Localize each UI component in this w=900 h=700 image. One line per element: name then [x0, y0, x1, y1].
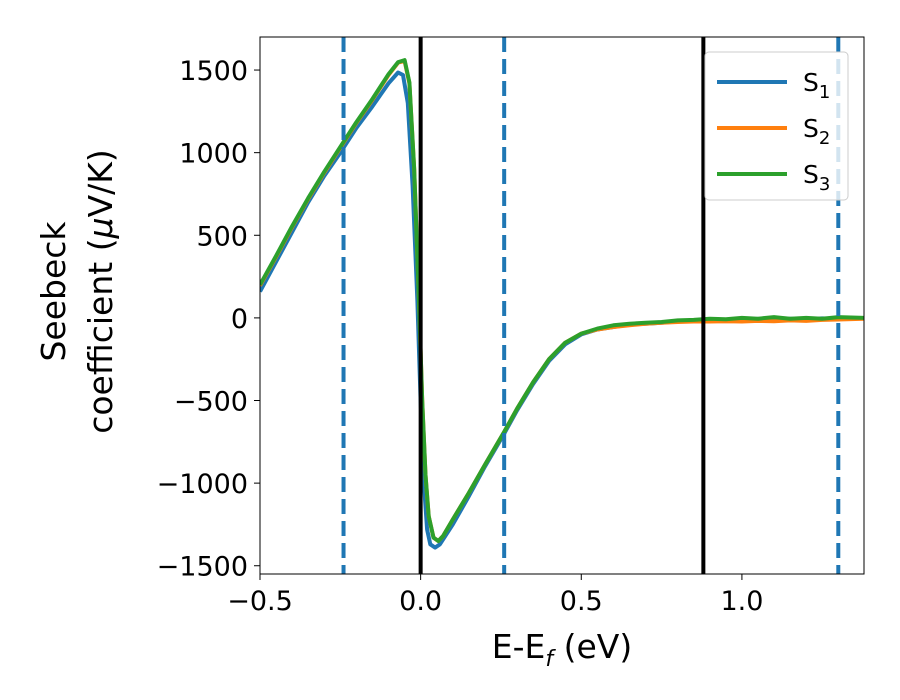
legend-label-3: S3 — [803, 160, 830, 195]
legend-label-2: S2 — [803, 114, 830, 149]
y-tick-label: −1500 — [157, 552, 248, 583]
legend: S1 S2 S3 — [704, 51, 849, 201]
y-tick-label: 500 — [196, 221, 248, 252]
series-line-s3 — [260, 58, 864, 543]
svg-text:coefficient (μV/K): coefficient (μV/K) — [81, 149, 120, 434]
svg-text:Seebeck: Seebeck — [34, 221, 73, 362]
axis-ticks: −0.5 0.0 0.5 1.0 1500 1000 500 0 −500 −1000 −1500 — [157, 56, 764, 617]
y-tick-label: −1000 — [157, 469, 248, 500]
x-tick-label: 0.5 — [560, 586, 603, 617]
series-lines — [260, 58, 864, 550]
x-tick-label: −0.5 — [227, 586, 293, 617]
plot-frame — [259, 36, 865, 575]
y-tick-label: −500 — [174, 387, 248, 418]
legend-label-1: S1 — [803, 68, 830, 103]
x-axis-label: E-Ef (eV) — [492, 627, 632, 672]
x-tick-label: 0.0 — [399, 586, 442, 617]
x-tick-label: 1.0 — [720, 586, 763, 617]
y-tick-label: 1500 — [179, 56, 248, 87]
y-axis-label: Seebeck coefficient (μV/K) — [34, 149, 120, 434]
y-tick-label: 0 — [231, 304, 248, 335]
y-tick-label: 1000 — [179, 139, 248, 170]
